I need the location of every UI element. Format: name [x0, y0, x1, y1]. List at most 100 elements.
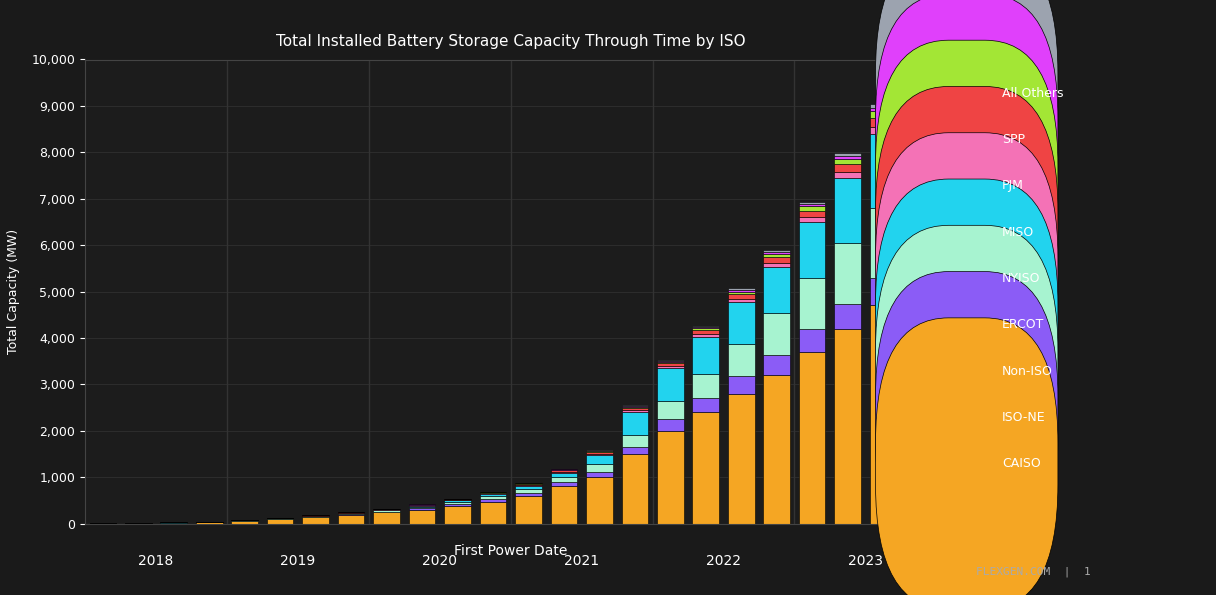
- Title: Total Installed Battery Storage Capacity Through Time by ISO: Total Installed Battery Storage Capacity…: [276, 33, 745, 49]
- X-axis label: First Power Date: First Power Date: [454, 544, 568, 559]
- FancyBboxPatch shape: [876, 0, 1058, 239]
- Bar: [551, 477, 578, 483]
- Bar: [869, 118, 896, 127]
- Bar: [338, 513, 365, 514]
- Bar: [834, 328, 861, 524]
- Bar: [692, 325, 719, 327]
- Bar: [728, 302, 755, 344]
- Bar: [869, 134, 896, 208]
- Bar: [586, 451, 613, 452]
- Bar: [621, 435, 648, 447]
- Bar: [373, 512, 400, 524]
- Bar: [586, 453, 613, 455]
- Bar: [799, 278, 826, 329]
- Text: FLEXGEN.COM  |  1: FLEXGEN.COM | 1: [976, 566, 1091, 577]
- Bar: [905, 174, 931, 252]
- Bar: [621, 406, 648, 407]
- FancyBboxPatch shape: [876, 271, 1058, 563]
- Bar: [479, 496, 506, 499]
- Bar: [516, 496, 542, 524]
- Y-axis label: Total Capacity (MW): Total Capacity (MW): [7, 229, 21, 354]
- Bar: [621, 412, 648, 435]
- Bar: [444, 506, 471, 524]
- Text: 2021: 2021: [564, 554, 599, 568]
- Bar: [692, 327, 719, 328]
- Text: SPP: SPP: [1002, 133, 1025, 146]
- Bar: [905, 82, 931, 90]
- FancyBboxPatch shape: [876, 0, 1058, 286]
- Bar: [479, 493, 506, 494]
- FancyBboxPatch shape: [876, 318, 1058, 595]
- Bar: [586, 452, 613, 453]
- Text: 2022: 2022: [706, 554, 741, 568]
- Bar: [479, 499, 506, 502]
- Bar: [764, 262, 790, 267]
- Bar: [799, 217, 826, 223]
- Bar: [728, 377, 755, 394]
- Bar: [409, 508, 435, 510]
- Bar: [657, 364, 683, 366]
- Bar: [657, 431, 683, 524]
- Bar: [586, 455, 613, 464]
- Bar: [764, 257, 790, 262]
- Bar: [834, 156, 861, 159]
- Bar: [444, 502, 471, 504]
- Bar: [657, 366, 683, 368]
- Bar: [586, 472, 613, 477]
- Bar: [586, 477, 613, 524]
- Bar: [764, 252, 790, 253]
- Text: 2020: 2020: [422, 554, 457, 568]
- Bar: [799, 204, 826, 206]
- Bar: [728, 344, 755, 377]
- Text: All Others: All Others: [1002, 87, 1064, 100]
- Bar: [764, 253, 790, 257]
- Text: ERCOT: ERCOT: [1002, 318, 1045, 331]
- Bar: [869, 278, 896, 305]
- Bar: [692, 337, 719, 374]
- Bar: [869, 104, 896, 108]
- Bar: [409, 507, 435, 508]
- Bar: [551, 471, 578, 472]
- Bar: [409, 506, 435, 507]
- Text: 2019: 2019: [281, 554, 315, 568]
- Bar: [516, 486, 542, 488]
- Bar: [834, 153, 861, 156]
- Bar: [764, 267, 790, 314]
- Bar: [728, 394, 755, 524]
- Bar: [799, 352, 826, 524]
- Bar: [479, 494, 506, 496]
- Bar: [799, 329, 826, 352]
- Bar: [764, 355, 790, 375]
- Bar: [657, 419, 683, 431]
- Bar: [621, 405, 648, 406]
- Bar: [266, 519, 293, 524]
- FancyBboxPatch shape: [876, 40, 1058, 332]
- Bar: [161, 522, 187, 524]
- Bar: [338, 514, 365, 515]
- Bar: [692, 374, 719, 398]
- Text: ISO-NE: ISO-NE: [1002, 411, 1046, 424]
- Bar: [444, 504, 471, 506]
- Bar: [834, 164, 861, 173]
- Bar: [373, 509, 400, 511]
- Bar: [692, 398, 719, 412]
- Bar: [764, 250, 790, 252]
- Bar: [551, 472, 578, 477]
- Bar: [834, 173, 861, 178]
- Bar: [869, 108, 896, 111]
- Bar: [621, 410, 648, 412]
- Bar: [905, 59, 931, 62]
- Bar: [657, 368, 683, 400]
- Bar: [516, 485, 542, 486]
- Bar: [728, 290, 755, 292]
- Bar: [551, 487, 578, 524]
- Bar: [621, 447, 648, 454]
- Bar: [657, 400, 683, 419]
- Bar: [516, 488, 542, 493]
- Bar: [905, 90, 931, 174]
- Text: PJM: PJM: [1002, 180, 1024, 192]
- Bar: [621, 407, 648, 408]
- Bar: [834, 159, 861, 164]
- Bar: [303, 517, 330, 524]
- Text: MISO: MISO: [1002, 226, 1035, 239]
